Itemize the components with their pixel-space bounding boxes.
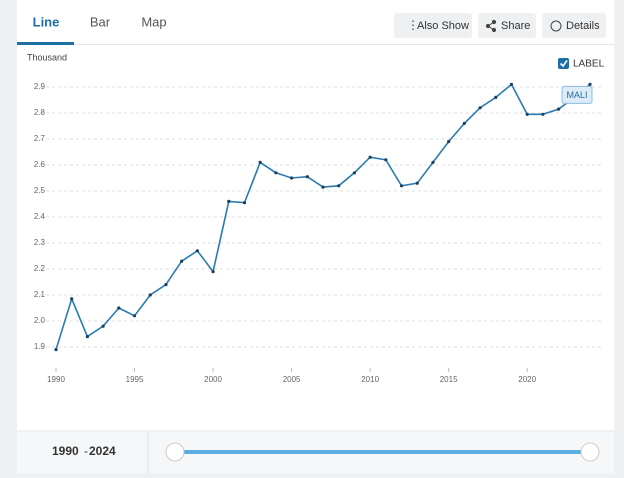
icon: ⋮ <box>407 18 419 32</box>
checkbox[interactable] <box>558 58 569 69</box>
data-point <box>462 121 466 125</box>
x-tick-label: 1990 <box>47 375 65 384</box>
range-end: 2024 <box>89 444 116 458</box>
data-point <box>289 176 294 180</box>
y-tick-label: 2.4 <box>34 212 46 221</box>
chart-card <box>17 0 614 430</box>
y-tick-label: 2.2 <box>34 264 46 273</box>
data-point <box>541 112 545 116</box>
data-point <box>337 184 341 188</box>
tab[interactable]: Line <box>33 14 60 29</box>
y-tick-label: 1.9 <box>34 342 46 351</box>
button[interactable] <box>394 13 472 38</box>
slider-handle[interactable] <box>580 442 600 462</box>
data-point <box>211 270 215 274</box>
data-point <box>368 155 372 159</box>
x-tick-label: 2005 <box>283 375 301 384</box>
data-point <box>321 185 325 189</box>
button[interactable] <box>478 13 536 38</box>
data-point <box>478 106 482 110</box>
data-point <box>305 175 309 179</box>
data-point <box>132 314 137 318</box>
y-tick-label: 2.0 <box>34 316 46 325</box>
data-point <box>195 249 199 253</box>
data-point <box>556 107 561 111</box>
tab[interactable]: Map <box>141 14 166 29</box>
data-point <box>494 95 498 99</box>
info-icon <box>550 20 562 32</box>
series-label: MALI <box>566 90 587 100</box>
data-point <box>431 160 435 164</box>
data-point <box>384 158 388 162</box>
data-point <box>588 82 592 86</box>
y-tick-label: 2.5 <box>34 186 46 195</box>
data-point <box>54 348 58 352</box>
checkbox-label[interactable]: LABEL <box>573 59 605 70</box>
x-tick-label: 2015 <box>440 375 458 384</box>
data-point <box>85 335 90 339</box>
data-point <box>399 184 404 188</box>
data-point <box>509 82 514 86</box>
series-label-box <box>561 85 593 104</box>
range-start: 1990 <box>52 444 79 458</box>
data-point <box>242 201 247 205</box>
button[interactable] <box>542 13 606 38</box>
button-label[interactable]: Share <box>501 20 530 32</box>
data-point <box>164 283 168 287</box>
data-point <box>274 171 278 175</box>
x-tick-label: 2010 <box>361 375 379 384</box>
y-tick-label: 2.6 <box>34 160 46 169</box>
x-tick-label: 2000 <box>204 375 222 384</box>
x-tick-label: 1995 <box>126 375 144 384</box>
data-point <box>447 140 451 144</box>
range-separator: - <box>84 444 88 458</box>
y-tick-label: 2.7 <box>34 134 46 143</box>
data-point <box>415 181 419 185</box>
y-tick-label: 2.1 <box>34 290 46 299</box>
data-point <box>180 259 184 263</box>
data-point <box>227 199 231 203</box>
y-unit: Thousand <box>27 52 67 62</box>
y-tick-label: 2.3 <box>34 238 46 247</box>
slider-handle[interactable] <box>165 442 185 462</box>
active-tab-indicator <box>17 42 74 45</box>
tab[interactable]: Bar <box>90 14 111 29</box>
checkmark <box>559 60 568 68</box>
data-point <box>352 171 357 175</box>
y-tick-label: 2.9 <box>34 82 46 91</box>
share-icon <box>485 19 497 33</box>
button-label[interactable]: Details <box>566 20 600 32</box>
data-point <box>525 112 529 116</box>
x-tick-label: 2020 <box>518 375 536 384</box>
y-tick-label: 2.8 <box>34 108 46 117</box>
data-point <box>117 306 121 310</box>
data-point <box>101 324 105 328</box>
data-point <box>70 297 74 301</box>
button-label[interactable]: Also Show <box>417 20 469 32</box>
data-point <box>258 160 262 164</box>
data-point <box>148 293 152 297</box>
